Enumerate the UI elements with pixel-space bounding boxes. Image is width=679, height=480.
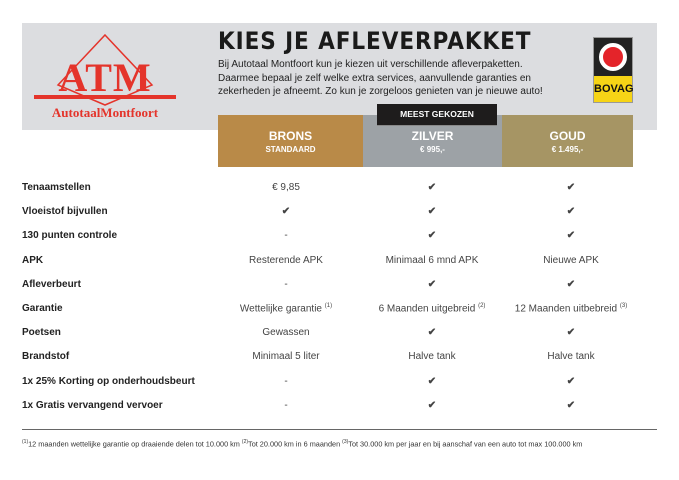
footnote-mark: (1) — [22, 439, 29, 445]
package-price: € 995,- — [420, 145, 445, 154]
cell-value: Minimaal 5 liter — [252, 351, 320, 363]
cell-value: Nieuwe APK — [543, 254, 599, 266]
check-icon: ✔ — [427, 206, 437, 218]
package-price: STANDAARD — [265, 145, 316, 154]
footnote-text: Tot 20.000 km in 6 maanden — [248, 439, 341, 449]
cell-value: 6 Maanden uitgebreid (2) — [378, 303, 486, 315]
footnote-text: Tot 30.000 km per jaar en bij aanschaf v… — [348, 439, 583, 449]
row-label: Brandstof — [22, 351, 70, 363]
cell-value: Wettelijke garantie (1) — [239, 303, 333, 315]
row-label: Afleverbeurt — [22, 278, 81, 290]
check-icon: ✔ — [566, 182, 576, 193]
check-icon: ✔ — [427, 182, 437, 193]
most-chosen-badge: MEEST GEKOZEN — [377, 104, 497, 126]
cell-value: - — [284, 278, 288, 290]
cell-value: Halve tank — [408, 351, 456, 363]
table-row: Afleverbeurt - ✔ ✔ — [22, 279, 642, 299]
check-icon: ✔ — [427, 230, 437, 242]
cell-value: Gewassen — [262, 327, 310, 339]
cell-value: - — [284, 375, 288, 387]
row-label: 1x 25% Korting op onderhoudsbeurt — [22, 375, 195, 387]
bovag-logo: BOVAG — [593, 37, 634, 103]
cell-value: € 9,85 — [272, 182, 300, 193]
package-price: € 1.495,- — [551, 145, 584, 154]
table-row: APK Resterende APK Minimaal 6 mnd APK Nieuw… — [22, 255, 642, 275]
cell-value: Halve tank — [547, 351, 595, 363]
check-icon: ✔ — [566, 327, 576, 339]
cell-value: - — [284, 399, 288, 411]
table-row: 1x 25% Korting op onderhoudsbeurt - ✔ ✔ — [22, 376, 642, 396]
package-name: ZILVER — [411, 129, 454, 143]
check-icon: ✔ — [427, 399, 437, 411]
check-icon: ✔ — [427, 327, 437, 339]
footnote-text: 12 maanden wettelijke garantie op draaie… — [28, 439, 240, 449]
table-row: Tenaamstellen € 9,85 ✔ ✔ — [22, 182, 642, 202]
intro-text: Bij Autotaal Montfoort kun je kiezen uit… — [218, 59, 543, 97]
check-icon: ✔ — [566, 399, 576, 411]
row-label: Garantie — [22, 303, 63, 314]
header-band — [22, 23, 657, 130]
svg-text:ATM: ATM — [58, 55, 151, 100]
table-row: Brandstof Minimaal 5 liter Halve tank Halve… — [22, 351, 642, 371]
row-label: 130 punten controle — [22, 230, 118, 242]
cell-value: Resterende APK — [249, 254, 323, 266]
table-row: Poetsen Gewassen ✔ ✔ — [22, 327, 642, 347]
row-label: APK — [22, 254, 44, 266]
page-title: KIES JE AFLEVERPAKKET — [218, 27, 532, 55]
package-name: GOUD — [549, 129, 586, 143]
package-goud: GOUD € 1.495,- — [502, 115, 633, 167]
check-icon: ✔ — [427, 375, 437, 387]
table-row: Garantie Wettelijke garantie (1) 6 Maanden… — [22, 303, 642, 323]
check-icon: ✔ — [566, 375, 576, 387]
table-row: 130 punten controle - ✔ ✔ — [22, 230, 642, 250]
check-icon: ✔ — [281, 206, 291, 218]
divider — [22, 429, 657, 430]
cell-value: Minimaal 6 mnd APK — [385, 254, 479, 266]
check-icon: ✔ — [566, 278, 576, 290]
row-label: Vloeistof bijvullen — [22, 206, 108, 218]
cell-value: 12 Maanden uitbebreid (3) — [514, 303, 628, 315]
row-label: 1x Gratis vervangend vervoer — [22, 399, 163, 411]
package-brons: BRONS STANDAARD — [218, 115, 363, 167]
table-row: Vloeistof bijvullen ✔ ✔ ✔ — [22, 206, 642, 226]
package-name: BRONS — [268, 129, 313, 143]
footnotes: (1)12 maanden wettelijke garantie op dra… — [22, 439, 582, 448]
check-icon: ✔ — [566, 230, 576, 242]
row-label: Poetsen — [22, 327, 61, 339]
bovag-q-icon — [599, 43, 627, 71]
footnote-mark: (3) — [342, 439, 349, 445]
row-label: Tenaamstellen — [22, 182, 91, 193]
check-icon: ✔ — [566, 206, 576, 218]
atm-logo: ATM AutotaalMontfoort — [34, 33, 176, 120]
check-icon: ✔ — [427, 278, 437, 290]
cell-value: - — [284, 230, 288, 242]
footnote-mark: (2) — [241, 439, 249, 445]
svg-text:AutotaalMontfoort: AutotaalMontfoort — [52, 105, 159, 120]
table-row: 1x Gratis vervangend vervoer - ✔ ✔ — [22, 400, 642, 420]
